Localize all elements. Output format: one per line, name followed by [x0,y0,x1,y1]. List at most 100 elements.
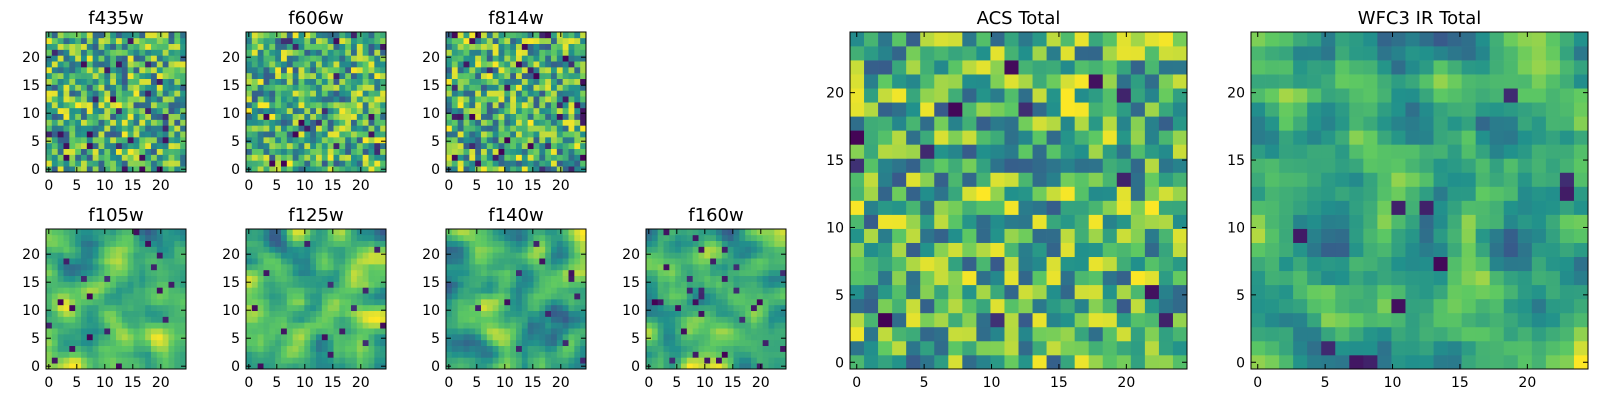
heatmap-cell [133,345,140,352]
heatmap-cell [333,166,340,173]
heatmap-cell [457,264,464,271]
heatmap-cell [864,298,879,314]
heatmap-cell [362,229,369,236]
heatmap-cell [380,345,387,352]
heatmap-cell [374,43,381,50]
heatmap-cell [745,229,752,236]
heatmap-cell [716,339,723,347]
heatmap-cell [751,304,758,312]
heatmap-cell [356,160,364,167]
heatmap-cell [481,234,488,242]
heatmap-cell [98,102,105,109]
heatmap-cell [533,246,540,253]
heatmap-cell [469,125,476,132]
heatmap-cell [568,125,575,132]
heatmap-cell [246,299,253,306]
heatmap-cell [286,240,294,247]
heatmap-cell [521,351,529,358]
heatmap-cell [692,363,699,370]
heatmap-cell [57,119,64,126]
heatmap-cell [780,252,787,259]
heatmap-cell [498,322,505,329]
heatmap-cell [292,299,299,306]
heatmap-cell [469,357,476,364]
heatmap-cell [906,326,921,342]
heatmap-cell [878,312,893,328]
heatmap-cell [651,275,659,282]
heatmap-cell [151,363,158,370]
heatmap-cell [1503,298,1519,314]
heatmap-cell [574,287,581,294]
heatmap-cell [92,351,99,358]
heatmap-cell [69,148,76,155]
heatmap-cell [727,328,734,335]
heatmap-cell [976,298,991,314]
heatmap-cell [510,137,517,144]
heatmap-cell [81,357,88,364]
heatmap-cell [481,72,488,80]
heatmap-cell [351,299,358,306]
heatmap-cell [304,363,311,370]
heatmap-cell [686,246,694,253]
heatmap-cell [356,310,364,317]
heatmap-cell [551,32,558,39]
heatmap-cell [46,61,53,68]
heatmap-cell [457,269,464,277]
heatmap-cell [1018,214,1033,229]
heatmap-cell [469,107,476,115]
heatmap-cell [527,258,534,265]
heatmap-cell [1144,284,1160,300]
heatmap-cell [1130,144,1146,159]
heatmap-cell [269,229,276,236]
heatmap-cell [1018,186,1033,201]
heatmap-cell [162,299,169,306]
heatmap-cell [368,67,375,74]
heatmap-cell [751,293,758,300]
y-tick-label: 20 [222,50,240,66]
heatmap-cell [962,116,977,131]
heatmap-cell [51,322,59,329]
heatmap-cell [1419,312,1434,328]
heatmap-cell [533,229,540,236]
heatmap-cell [780,269,787,277]
heatmap-cell [1172,74,1188,89]
heatmap-cell [878,340,893,356]
heatmap-cell [298,339,305,347]
heatmap-cell [1405,326,1420,342]
heatmap-cell [121,43,129,50]
heatmap-cell [774,316,781,323]
heatmap-cell [269,316,276,323]
heatmap-cell [127,154,134,161]
heatmap-cell [145,345,152,352]
heatmap-cell [574,61,581,68]
heatmap-cell [151,125,158,132]
heatmap-cell [339,229,346,236]
heatmap-cell [156,32,164,39]
heatmap-cell [174,328,181,335]
heatmap-cell [316,299,323,306]
heatmap-cell [756,345,764,352]
heatmap-cell [246,240,253,247]
heatmap-cell [498,234,505,242]
heatmap-cell [380,328,387,335]
heatmap-cell [63,287,70,294]
heatmap-cell [368,234,375,242]
heatmap-cell [162,43,169,50]
heatmap-cell [481,246,488,253]
heatmap-cell [492,328,499,335]
heatmap-cell [976,158,991,173]
heatmap-cell [298,131,305,138]
heatmap-cell [69,229,76,236]
heatmap-cell [321,72,329,80]
heatmap-cell [698,351,705,358]
heatmap-cell [104,166,111,173]
heatmap-cell [368,37,375,45]
heatmap-cell [675,310,682,317]
heatmap-cell [920,326,935,342]
heatmap-cell [1130,214,1146,229]
heatmap-cell [539,49,546,56]
heatmap-cell [463,113,470,120]
heatmap-cell [321,107,329,115]
heatmap-cell [864,340,879,356]
heatmap-cell [762,304,769,312]
